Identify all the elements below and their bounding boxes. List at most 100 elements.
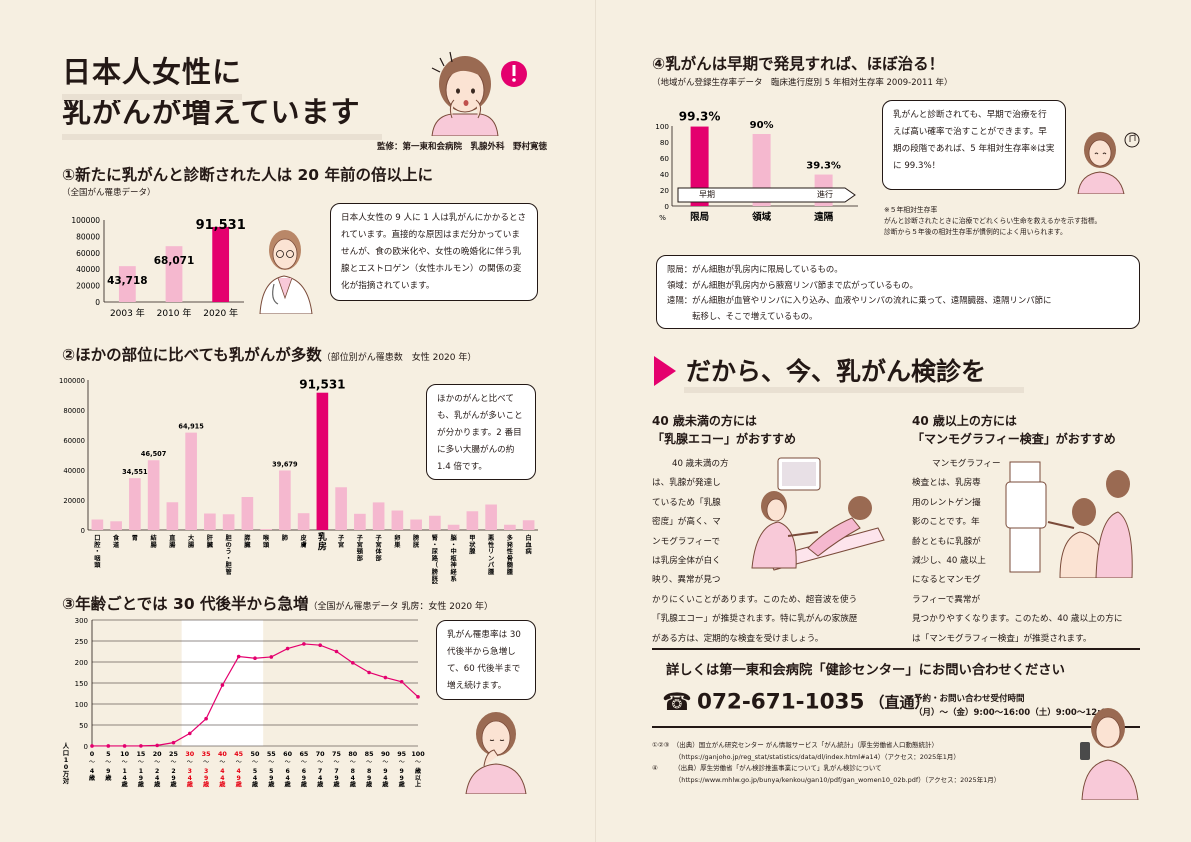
- over40-text-line: 用のレントゲン撮: [912, 497, 981, 508]
- y-tick-label: 250: [75, 638, 88, 646]
- supervisor-credit: 監修：第一東和会病院 乳腺外科 野村寛徳: [377, 142, 548, 152]
- x-tick-label: 64歳: [284, 768, 292, 789]
- x-tick-label: 49歳: [235, 768, 243, 789]
- x-tick-sep: 〜: [203, 759, 209, 766]
- x-tick-label: 84歳: [349, 768, 357, 789]
- svg-text:歳: 歳: [121, 781, 129, 789]
- svg-text:部: 部: [357, 554, 364, 562]
- svg-text:脳: 脳: [451, 534, 458, 542]
- x-tick-label: 14歳: [121, 768, 129, 789]
- x-tick-sep: 〜: [219, 759, 225, 766]
- svg-text:1: 1: [139, 768, 143, 775]
- by-site-chart: 100000800006000040000200000口腔・咽頭食道34,551…: [59, 377, 538, 584]
- svg-text:発: 発: [506, 541, 514, 549]
- hours-block: 予約・お問い合わせ受付時間 （月）〜（金）9:00〜16:00（土）9:00〜1…: [914, 692, 1112, 720]
- x-tick-label: 59歳: [267, 768, 275, 789]
- svg-text:4: 4: [383, 775, 388, 782]
- new-cases-chart: 100000 80000 60000 40000 20000 0 43,718 2003 年 6…: [71, 216, 245, 319]
- x-tick-label: 限局: [690, 212, 709, 223]
- svg-text:1: 1: [122, 768, 126, 775]
- svg-text:9: 9: [400, 768, 404, 775]
- svg-text:頭: 頭: [94, 561, 101, 569]
- svg-text:甲: 甲: [469, 534, 475, 542]
- svg-text:宮: 宮: [376, 541, 382, 549]
- section2-subtitle: （部位別がん罹患数 女性 2020 年）: [321, 353, 477, 363]
- section4-title: ④乳がんは早期で発見すれば、ほぼ治る！: [652, 55, 945, 73]
- over40-text-line: マンモグラフィー: [932, 459, 1001, 469]
- bar-value-label: 34,551: [122, 468, 148, 476]
- over40-heading-line2: 「マンモグラフィー検査」がおすすめ: [912, 432, 1116, 446]
- footnotes-line: （https://ganjoho.jp/reg_stat/statistics/…: [652, 752, 960, 761]
- x-tick-label: 白血病: [526, 534, 533, 556]
- survival-note-line2: 診断から５年後の相対生存率が慣例的によく用いられます。: [884, 228, 1067, 236]
- over40-text-line: になるとマンモグ: [912, 575, 981, 586]
- over40-text-line: 検査とは、乳房専: [912, 478, 981, 489]
- x-tick-label: 肝臓: [207, 534, 214, 549]
- x-tick-label: 19歳: [137, 768, 145, 789]
- section4-subtitle: （地域がん登録生存率データ 臨床進行度別 5 年相対生存率 2009-2011 …: [652, 78, 953, 88]
- bar-value-label: 39,679: [272, 460, 298, 468]
- svg-text:腫: 腫: [507, 568, 514, 576]
- svg-text:7: 7: [318, 768, 322, 775]
- bar: [279, 470, 291, 530]
- svg-text:膀: 膀: [412, 534, 419, 542]
- x-tick-label: 5: [106, 750, 110, 758]
- bar: [522, 520, 535, 530]
- y-tick-label: 40: [660, 170, 670, 179]
- svg-text:9: 9: [400, 775, 404, 782]
- data-point: [367, 670, 371, 675]
- x-tick-label: 乳房: [318, 531, 327, 553]
- bar: [429, 515, 441, 530]
- svg-text:胆: 胆: [226, 561, 233, 569]
- x-tick-label: 85: [365, 750, 374, 758]
- x-tick-label: 40: [218, 750, 227, 758]
- x-tick-label: 4歳: [88, 768, 96, 782]
- section2-title-text: ②ほかの部位に比べても乳がんが多数: [62, 346, 322, 364]
- svg-text:4: 4: [318, 775, 323, 782]
- survival-chart: 100 80 60 40 20 0% 99.3% 限局 90% 領域 39.3% 遠隔: [655, 110, 858, 223]
- y-tick-label: 100: [75, 701, 88, 709]
- x-tick-label: 子宮: [338, 535, 345, 549]
- under40-heading-line2: 「乳腺エコー」がおすすめ: [652, 432, 797, 446]
- data-point: [285, 646, 290, 651]
- bar: [297, 513, 310, 530]
- stage-arrow: 早期 進行: [677, 186, 857, 208]
- svg-text:胆: 胆: [226, 534, 233, 542]
- svg-text:子: 子: [376, 535, 383, 542]
- x-tick-label: 9歳: [104, 768, 112, 782]
- svg-text:骨: 骨: [507, 554, 513, 562]
- svg-text:万: 万: [62, 770, 70, 778]
- svg-text:腺: 腺: [469, 548, 476, 556]
- phone-number[interactable]: 072-671-1035: [697, 689, 865, 715]
- x-tick-label: 54歳: [251, 768, 259, 789]
- x-tick-label: 腎・尿路（膀胱除く）: [431, 534, 439, 584]
- data-point: [416, 695, 420, 699]
- bar: [129, 478, 141, 530]
- x-tick-label: 94歳: [381, 768, 389, 789]
- unit-label: %: [659, 213, 666, 222]
- svg-text:歳: 歳: [316, 781, 324, 789]
- svg-text:歳: 歳: [332, 781, 340, 789]
- y-tick-label: 0: [664, 202, 669, 211]
- bar: [410, 519, 422, 530]
- y-tick-label: 60000: [63, 437, 85, 445]
- doctor-illustration: [259, 230, 313, 314]
- svg-text:除: 除: [432, 582, 439, 584]
- under40-text-line: ているため「乳腺: [652, 497, 721, 508]
- x-tick-label: 2020 年: [203, 307, 238, 319]
- svg-text:4: 4: [237, 768, 242, 775]
- svg-text:5: 5: [269, 768, 273, 775]
- x-tick-sep: 〜: [187, 759, 193, 766]
- svg-text:6: 6: [302, 768, 306, 775]
- data-point: [334, 649, 339, 654]
- y-tick-label: 200: [75, 659, 88, 667]
- x-tick-label: 55: [267, 750, 276, 758]
- svg-text:歳: 歳: [88, 774, 96, 782]
- x-tick-sep: 〜: [268, 759, 274, 766]
- svg-text:病: 病: [526, 548, 533, 556]
- x-tick-label: 15: [136, 750, 145, 758]
- x-tick-label: 30: [185, 750, 194, 758]
- bar: [185, 432, 197, 530]
- under40-text-line: は乳房全体が白く: [652, 556, 721, 567]
